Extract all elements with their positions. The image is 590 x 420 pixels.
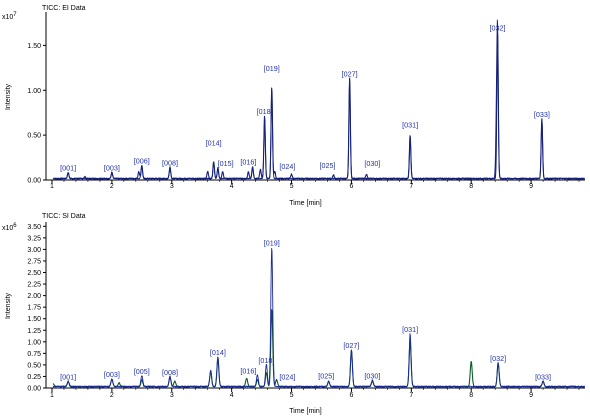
peak-label: [014] <box>210 348 226 357</box>
peak-label: [006] <box>134 157 150 166</box>
y-tick-label: 3.00 <box>27 247 41 254</box>
y-exponent-power: 7 <box>13 12 17 18</box>
x-tick-label: 6 <box>349 392 353 399</box>
y-tick-label: 1.50 <box>27 316 41 323</box>
x-tick-label: 3 <box>170 392 174 399</box>
peak-label: [032] <box>490 354 506 363</box>
y-tick-label: 2.75 <box>27 258 41 265</box>
y-tick-label: 3.50 <box>27 224 41 231</box>
peak-label: [024] <box>279 372 295 381</box>
peak-label: [001] <box>60 372 76 381</box>
x-tick-label: 2 <box>110 392 114 399</box>
y-tick-label: 1.50 <box>27 43 41 50</box>
y-tick-label: 0.25 <box>27 374 41 381</box>
trace-line-blue <box>52 247 585 388</box>
y-tick-label: 2.00 <box>27 293 41 300</box>
x-tick-label: 2 <box>110 183 114 190</box>
x-tick-label: 8 <box>469 183 473 190</box>
x-tick-label: 9 <box>529 183 533 190</box>
peak-label: [018] <box>257 107 273 116</box>
peak-label: [033] <box>535 372 551 381</box>
y-tick-label: 0.50 <box>27 362 41 369</box>
peak-label: [033] <box>534 110 550 119</box>
y-tick-label: 1.75 <box>27 305 41 312</box>
x-tick-label: 7 <box>409 183 413 190</box>
peak-label: [008] <box>162 368 178 377</box>
x-tick-label: 9 <box>529 392 533 399</box>
peak-label: [025] <box>319 161 335 170</box>
peak-label: [031] <box>402 325 418 334</box>
y-tick-label: 3.25 <box>27 235 41 242</box>
peak-label: [008] <box>162 158 178 167</box>
peak-label: [018] <box>258 356 274 365</box>
peak-label: [016] <box>240 157 256 166</box>
y-exponent-label: x107 <box>2 12 17 21</box>
x-tick-label: 5 <box>290 183 294 190</box>
y-tick-label: 0.00 <box>27 178 41 185</box>
y-tick-label: 2.25 <box>27 282 41 289</box>
y-exponent-label: x106 <box>2 223 17 232</box>
x-tick-label: 4 <box>230 183 234 190</box>
x-tick-label: 5 <box>290 392 294 399</box>
x-tick-label: 1 <box>50 392 54 399</box>
peak-label: [025] <box>318 372 334 381</box>
x-axis-title: Time [min] <box>289 408 321 415</box>
trace-line-blue <box>52 19 586 180</box>
peak-label: [030] <box>364 372 380 381</box>
peak-label: [019] <box>264 238 280 247</box>
y-exponent-power: 6 <box>13 223 17 229</box>
peak-label: [027] <box>342 70 358 79</box>
peak-label: [024] <box>279 162 295 171</box>
peak-label: [030] <box>364 159 380 168</box>
y-tick-label: 1.00 <box>27 339 41 346</box>
y-axis-title: Intensity <box>5 83 12 110</box>
peak-label: [015] <box>218 159 234 168</box>
x-tick-label: 3 <box>170 183 174 190</box>
x-tick-label: 8 <box>469 392 473 399</box>
x-tick-label: 4 <box>230 392 234 399</box>
peak-label: [003] <box>104 370 120 379</box>
panel-title: TICC: SI Data <box>42 213 86 220</box>
peak-label: [032] <box>490 24 506 33</box>
peak-label: [019] <box>264 64 280 73</box>
x-tick-label: 6 <box>349 183 353 190</box>
peak-label: [031] <box>402 121 418 130</box>
y-tick-label: 1.25 <box>27 328 41 335</box>
panel-title: TICC: EI Data <box>42 5 86 12</box>
y-tick-label: 0.50 <box>27 133 41 140</box>
peak-label: [014] <box>206 139 222 148</box>
x-tick-label: 1 <box>50 183 54 190</box>
y-tick-label: 0.75 <box>27 351 41 358</box>
y-tick-label: 2.50 <box>27 270 41 277</box>
peak-label: [003] <box>104 164 120 173</box>
peak-label: [016] <box>240 366 256 375</box>
x-tick-label: 7 <box>409 392 413 399</box>
x-axis-title: Time [min] <box>289 200 321 207</box>
peak-label: [027] <box>343 341 359 350</box>
peak-label: [001] <box>60 164 76 173</box>
peak-label: [005] <box>134 367 150 376</box>
y-tick-label: 0.00 <box>27 386 41 393</box>
y-axis-title: Intensity <box>5 292 12 319</box>
y-tick-label: 1.00 <box>27 88 41 95</box>
